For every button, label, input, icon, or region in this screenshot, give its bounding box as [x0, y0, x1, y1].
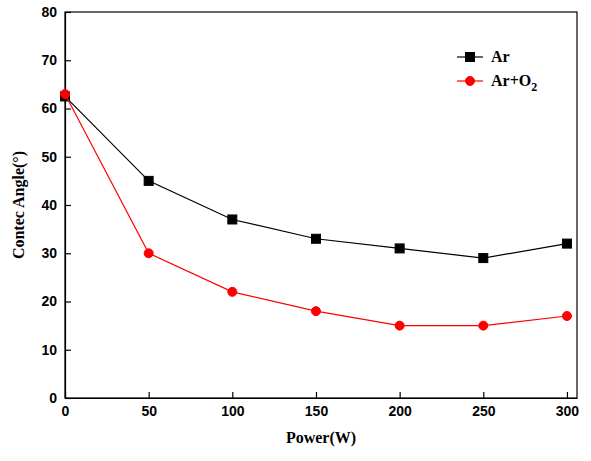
- chart: 0 50 100 150 200 250 300 0 10 20 30 40 50 60 70 80 Ar Ar+…: [0, 0, 591, 461]
- y-tick: 40: [41, 197, 71, 213]
- y-tick-label: 60: [41, 100, 57, 116]
- series-marker: [228, 287, 237, 296]
- y-tick-label: 0: [49, 390, 57, 406]
- series-marker: [144, 249, 153, 258]
- x-tick: 50: [141, 392, 157, 419]
- y-tick: 20: [41, 293, 71, 309]
- x-tick: 100: [221, 392, 245, 419]
- x-tick-mark: [400, 392, 401, 398]
- legend-marker: [466, 53, 475, 62]
- x-tick-label: 100: [221, 403, 245, 419]
- x-tick-label: 150: [305, 403, 329, 419]
- y-tick-label: 40: [41, 197, 57, 213]
- x-tick-mark: [149, 392, 150, 398]
- plot: 0 50 100 150 200 250 300 0 10 20 30 40 50 60 70 80 Ar Ar+…: [41, 4, 579, 419]
- series-marker: [479, 254, 488, 263]
- y-tick: 10: [41, 342, 71, 358]
- y-tick-label: 70: [41, 52, 57, 68]
- x-tick-mark: [567, 392, 568, 398]
- series-marker: [228, 215, 237, 224]
- x-tick-label: 300: [556, 403, 580, 419]
- y-axis: 0 10 20 30 40 50 60 70 80: [41, 4, 71, 406]
- series-line: [65, 96, 567, 258]
- y-axis-title: Contec Angle(°): [10, 151, 28, 259]
- series-marker: [144, 176, 153, 185]
- x-axis-title: Power(W): [286, 429, 356, 447]
- y-tick-label: 80: [41, 4, 57, 20]
- x-tick-label: 0: [62, 403, 70, 419]
- series-marker: [311, 234, 320, 243]
- x-tick-label: 50: [141, 403, 157, 419]
- x-tick: 300: [556, 392, 580, 419]
- series-marker: [395, 244, 404, 253]
- plot-frame: [65, 12, 577, 398]
- series-line: [65, 94, 567, 326]
- y-tick: 60: [41, 100, 71, 116]
- series-group: [61, 90, 572, 331]
- y-tick-mark: [65, 157, 71, 158]
- legend-label: Ar+O2: [491, 72, 537, 94]
- x-tick: 250: [472, 392, 496, 419]
- x-tick-label: 250: [472, 403, 496, 419]
- y-tick-label: 20: [41, 293, 57, 309]
- x-tick-mark: [316, 392, 317, 398]
- y-tick-mark: [65, 205, 71, 206]
- y-tick-label: 30: [41, 245, 57, 261]
- series-marker: [562, 239, 571, 248]
- y-tick: 30: [41, 245, 71, 261]
- y-tick-mark: [65, 253, 71, 254]
- series-marker: [395, 321, 404, 330]
- x-tick: 150: [305, 392, 329, 419]
- x-tick: 200: [388, 392, 412, 419]
- y-tick-mark: [65, 350, 71, 351]
- y-tick-mark: [65, 301, 71, 302]
- x-tick-mark: [232, 392, 233, 398]
- y-tick-mark: [65, 60, 71, 61]
- series-marker: [61, 90, 70, 99]
- legend: Ar Ar+O2: [457, 48, 537, 94]
- y-tick: 70: [41, 52, 71, 68]
- x-tick-mark: [483, 392, 484, 398]
- x-axis: 0 50 100 150 200 250 300: [62, 392, 580, 419]
- x-tick-label: 200: [388, 403, 412, 419]
- y-tick: 50: [41, 149, 71, 165]
- series-marker: [479, 321, 488, 330]
- legend-marker: [466, 77, 475, 86]
- series-marker: [562, 311, 571, 320]
- legend-label: Ar: [491, 48, 510, 65]
- y-tick-label: 50: [41, 149, 57, 165]
- series-marker: [311, 307, 320, 316]
- y-tick-mark: [65, 108, 71, 109]
- y-tick-label: 10: [41, 342, 57, 358]
